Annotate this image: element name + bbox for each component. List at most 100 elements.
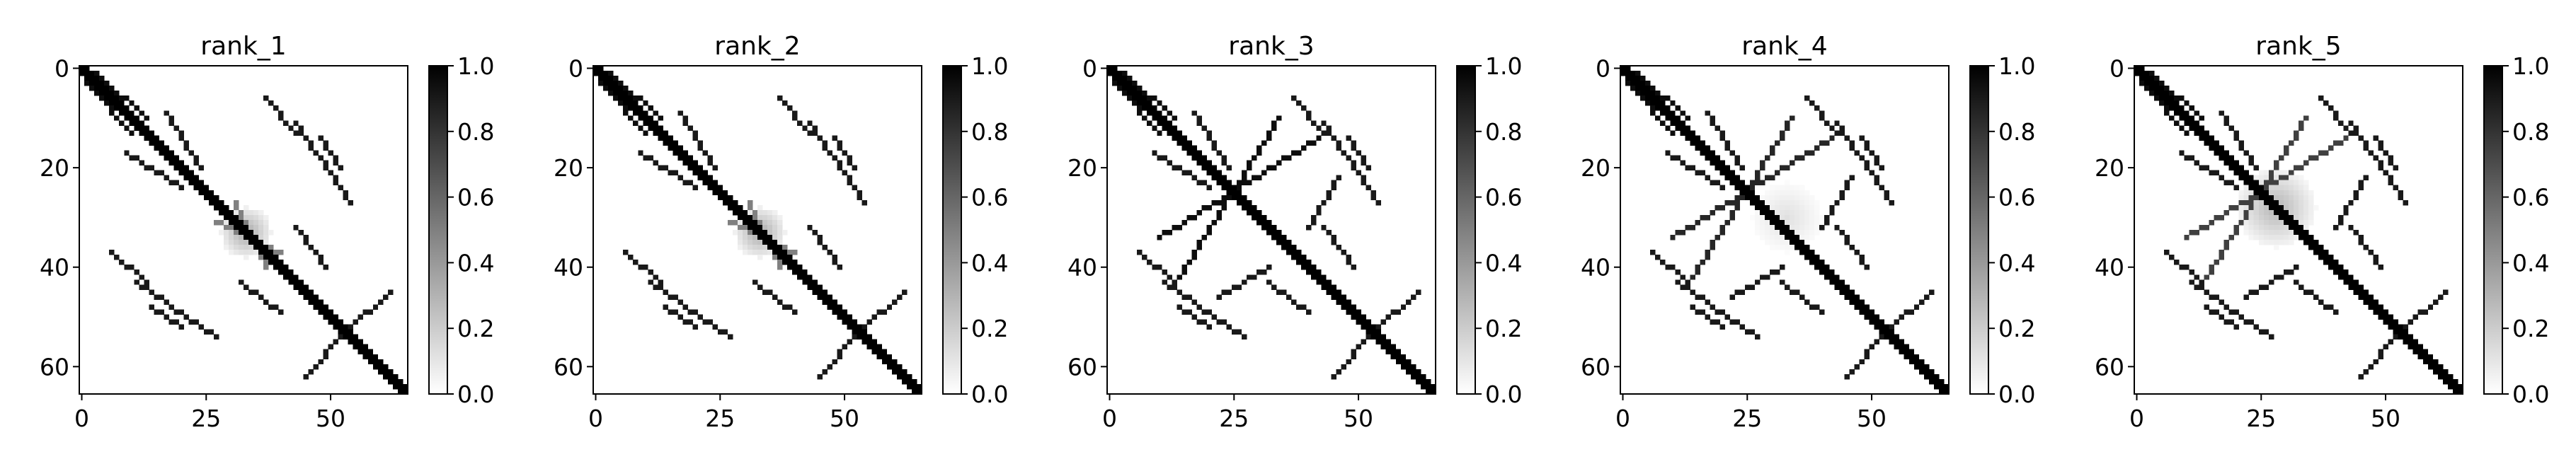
heatmap-cell (89, 71, 95, 76)
heatmap-cell (2393, 185, 2399, 191)
heatmap-cell (1819, 214, 1825, 221)
heatmap-cell (1764, 204, 1770, 211)
heatmap-cell (1779, 185, 1785, 191)
heatmap-cell (124, 110, 130, 116)
heatmap-cell (1864, 145, 1870, 151)
heatmap-cell (1361, 324, 1366, 330)
heatmap-cell (183, 145, 190, 151)
heatmap-cell (1724, 165, 1731, 171)
heatmap-cell (1739, 195, 1746, 201)
heatmap-cell (1191, 175, 1197, 181)
heatmap-cell (2253, 214, 2260, 221)
heatmap-cell (822, 299, 828, 305)
heatmap-cell (2273, 160, 2279, 166)
heatmap-cell (1181, 170, 1187, 176)
heatmap-cell (737, 240, 743, 245)
heatmap-cell (1884, 324, 1890, 330)
heatmap-cell (2378, 304, 2383, 310)
heatmap-cell (1705, 214, 1710, 221)
heatmap-cell (1724, 219, 1731, 226)
heatmap-cell (827, 364, 832, 370)
heatmap-cell (2368, 364, 2374, 370)
heatmap-cell (2283, 199, 2289, 206)
heatmap-cell (168, 160, 174, 166)
heatmap-cell (1221, 319, 1227, 325)
heatmap-cell (1705, 255, 1710, 260)
heatmap-cell (1814, 209, 1820, 216)
heatmap-cell (1370, 324, 1377, 330)
heatmap-cell (812, 284, 818, 290)
heatmap-cell (672, 145, 678, 151)
heatmap-cell (876, 354, 883, 360)
heatmap-cell (228, 224, 234, 231)
heatmap-cell (668, 135, 673, 141)
heatmap-cell (218, 204, 224, 211)
heatmap-cell (114, 105, 120, 111)
heatmap-cell (1400, 304, 1407, 310)
heatmap-cell (1157, 265, 1162, 270)
heatmap-cell (1286, 240, 1292, 245)
heatmap-cells (1107, 66, 1436, 395)
heatmap-cell (397, 378, 403, 385)
heatmap-cell (2243, 224, 2250, 231)
heatmap-cell (2258, 175, 2265, 181)
panel-title: rank_2 (714, 32, 800, 61)
heatmap-cell (1256, 214, 1262, 221)
heatmap-cell (663, 165, 668, 171)
heatmap-cell (1675, 120, 1681, 126)
heatmap-cell (1715, 155, 1721, 161)
heatmap-cell (861, 334, 868, 340)
heatmap-cell (653, 274, 658, 280)
heatmap-cell (2278, 214, 2284, 221)
heatmap-cell (218, 199, 224, 206)
heatmap-cell (857, 334, 863, 340)
heatmap-cell (244, 230, 249, 236)
heatmap-cell (1221, 185, 1227, 191)
heatmap-cell (757, 284, 763, 290)
x-tick-label: 50 (316, 405, 345, 432)
heatmap-cell (1779, 235, 1785, 240)
heatmap-cell (2323, 260, 2329, 265)
heatmap-cell (1680, 120, 1685, 126)
heatmap-cell (2288, 170, 2294, 176)
heatmap-cell (183, 175, 190, 181)
heatmap-cell (812, 130, 818, 136)
heatmap-cell (1191, 145, 1197, 151)
heatmap-cell (2437, 369, 2444, 375)
heatmap-cell (343, 195, 349, 201)
heatmap-cell (1829, 125, 1835, 131)
heatmap-cell (896, 294, 903, 300)
heatmap-cell (178, 135, 185, 141)
heatmap-cell (638, 150, 643, 156)
heatmap-cell (2253, 195, 2260, 201)
heatmap-cell (1779, 279, 1785, 285)
heatmap-cell (233, 224, 239, 231)
heatmap-cell (1759, 209, 1765, 216)
heatmap-cell (2333, 269, 2339, 275)
heatmap-cell (2238, 199, 2245, 206)
heatmap-cell (1246, 274, 1252, 280)
heatmap-cell (263, 214, 269, 221)
heatmap-cell (2199, 135, 2204, 141)
heatmap-cell (852, 165, 858, 171)
heatmap-cell (658, 135, 663, 141)
heatmap-cell (2273, 230, 2279, 236)
heatmap-cell (2263, 180, 2269, 186)
heatmap-cell (2243, 204, 2250, 211)
heatmap-cell (1331, 294, 1336, 300)
heatmap-cell (223, 230, 229, 236)
heatmap-cell (1854, 150, 1860, 156)
heatmap-cell (1849, 145, 1855, 151)
heatmap-cell (1844, 180, 1850, 186)
heatmap-cell (1370, 195, 1377, 201)
heatmap-cell (1824, 219, 1830, 226)
colorbar-tick-label: 1.0 (2512, 52, 2549, 80)
heatmap-cell (842, 170, 847, 176)
heatmap-cell (333, 324, 338, 330)
heatmap-cell (2293, 165, 2299, 171)
heatmap-cell (817, 373, 823, 380)
y-tick-label: 20 (1581, 154, 1610, 182)
heatmap-cell (2268, 334, 2274, 340)
heatmap-cell (313, 294, 319, 300)
heatmap-cell (896, 373, 903, 380)
